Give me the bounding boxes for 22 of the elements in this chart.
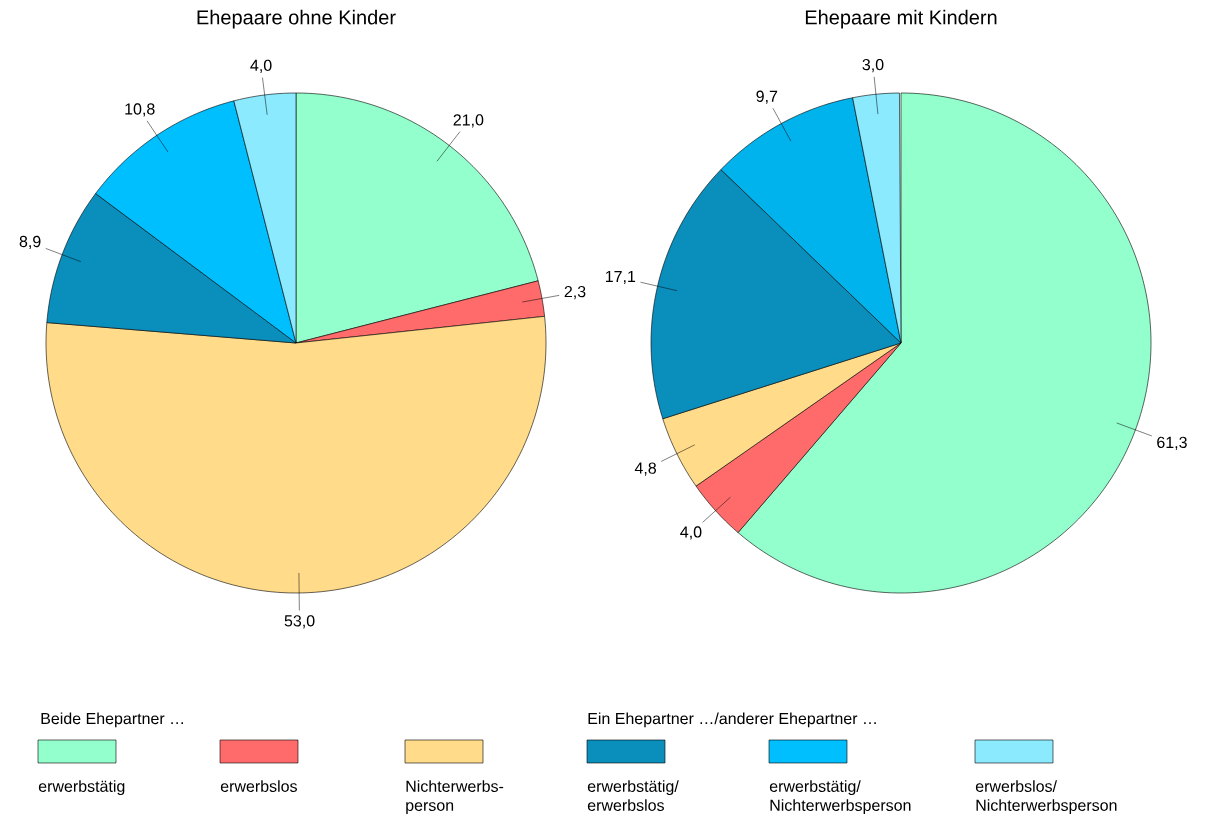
legend-label: erwerbslos: [220, 780, 297, 792]
legend-title: Ein Ehepartner …/anderer Ehepartner …: [588, 712, 876, 728]
chart-title: Ehepaare mit Kindern: [805, 9, 997, 29]
legend-title: Beide Ehepartner …: [41, 712, 183, 728]
data-label: 2,3: [564, 285, 586, 300]
data-label: 8,9: [19, 235, 41, 250]
data-label: 10,8: [125, 103, 155, 117]
data-label: 17,1: [605, 270, 636, 285]
data-label: 61,3: [1157, 436, 1187, 450]
data-label: 4,8: [634, 462, 657, 476]
data-label: 3,0: [862, 58, 884, 73]
legend-label: erwerbstätig: [38, 780, 125, 796]
data-label: 4,0: [250, 59, 272, 73]
legend-label: Nichterwerbs-person: [406, 780, 504, 815]
chart-title: Ehepaare ohne Kinder: [197, 9, 396, 29]
legend-label: erwerbslos/ Nichterwerbsperson: [975, 780, 1117, 815]
legend-label: erwerbstätig/ erwerbslos: [587, 780, 679, 811]
data-label: 53,0: [284, 615, 315, 629]
legend-label: erwerbstätig/ Nichterwerbsperson: [769, 780, 911, 815]
data-label: 4,0: [680, 526, 702, 540]
data-label: 9,7: [756, 90, 778, 104]
data-label: 21,0: [453, 114, 484, 128]
